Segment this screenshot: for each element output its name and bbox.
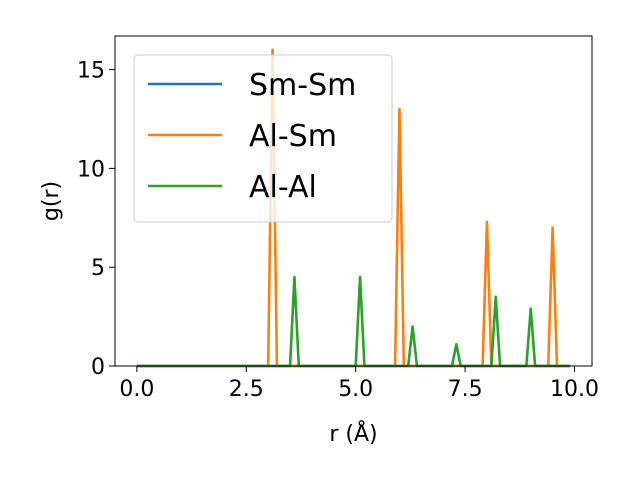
x-tick-label: 7.5: [448, 377, 483, 402]
y-tick-label: 15: [77, 59, 105, 84]
legend-label: Al-Sm: [249, 119, 337, 154]
x-tick-label: 0.0: [119, 377, 154, 402]
y-tick-label: 0: [91, 355, 105, 380]
legend-label: Al-Al: [249, 170, 317, 205]
x-tick-label: 2.5: [229, 377, 264, 402]
y-axis-label: g(r): [39, 181, 64, 221]
ticks: 0.0 2.5 5.0 7.5 10.0 0 5 10 15: [77, 59, 599, 402]
legend: Sm-Sm Al-Sm Al-Al: [133, 54, 393, 223]
x-axis-label: r (Å): [329, 420, 377, 447]
legend-label: Sm-Sm: [249, 68, 356, 103]
x-tick-label: 5.0: [338, 377, 373, 402]
x-tick-label: 10.0: [550, 377, 599, 402]
y-tick-label: 5: [91, 256, 105, 281]
legend-box: [133, 54, 393, 223]
plot-frame: [114, 35, 593, 367]
y-tick-label: 10: [77, 157, 105, 182]
axes-frame: [114, 35, 593, 367]
